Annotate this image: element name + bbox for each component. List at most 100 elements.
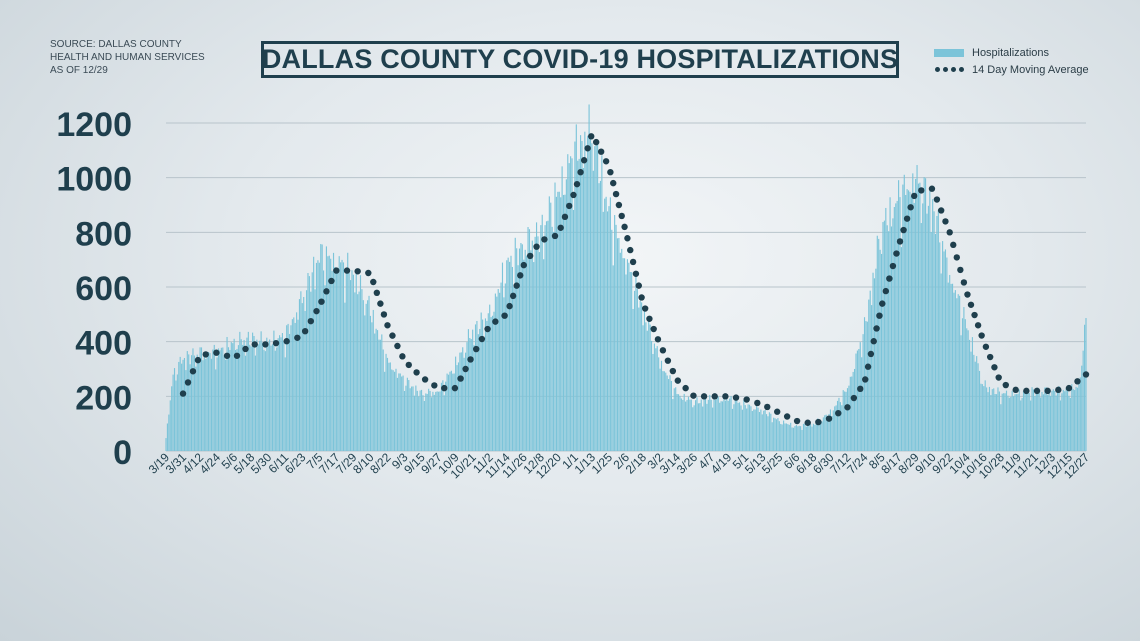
y-tick-label: 1200	[56, 106, 132, 144]
bar	[614, 215, 616, 451]
bar	[721, 401, 724, 451]
bar	[279, 335, 281, 451]
bar	[1062, 389, 1064, 451]
moving-average-point	[974, 322, 982, 329]
moving-average-point	[629, 258, 637, 266]
moving-average-point	[373, 289, 381, 297]
bar	[307, 273, 309, 451]
bar	[856, 350, 858, 451]
bar	[605, 196, 607, 451]
bar	[202, 360, 204, 451]
moving-average-point	[711, 393, 718, 400]
bar	[584, 131, 586, 451]
bar	[1066, 389, 1069, 451]
bar	[781, 424, 783, 451]
bar	[281, 333, 283, 451]
bar	[804, 423, 806, 451]
bar	[340, 262, 342, 451]
bar	[1075, 386, 1077, 451]
moving-average-point	[233, 352, 241, 359]
bar	[459, 352, 461, 451]
legend-item-hospitalizations: Hospitalizations	[934, 44, 1089, 61]
bar	[217, 348, 220, 451]
bar	[267, 342, 269, 451]
bar	[598, 183, 600, 451]
bar	[635, 274, 637, 451]
bar	[986, 387, 988, 451]
legend-bar-swatch	[934, 48, 964, 57]
bar	[530, 250, 532, 451]
moving-average-point	[405, 361, 412, 369]
bar	[677, 394, 680, 451]
bar	[457, 362, 460, 451]
legend-label: 14 Day Moving Average	[972, 63, 1089, 76]
bar	[504, 283, 506, 451]
bar	[359, 275, 362, 451]
bar	[615, 224, 617, 451]
bar	[699, 403, 701, 451]
bar	[242, 344, 244, 451]
bar	[679, 395, 681, 451]
bar	[747, 404, 749, 451]
bar	[399, 373, 401, 451]
bar	[196, 354, 198, 451]
bar	[1040, 397, 1042, 451]
bar	[545, 221, 548, 451]
bar	[990, 394, 992, 451]
bar	[912, 173, 914, 451]
bar	[819, 420, 822, 451]
bar	[347, 252, 349, 451]
bar	[186, 351, 188, 451]
bar	[376, 330, 379, 451]
bar	[517, 265, 519, 451]
bar	[669, 375, 671, 451]
bar	[873, 278, 876, 451]
moving-average-point	[850, 394, 858, 402]
moving-average-point	[384, 322, 391, 329]
bar	[213, 344, 215, 451]
bar	[1032, 389, 1035, 451]
bar	[240, 339, 242, 451]
bar	[415, 385, 417, 451]
bar	[633, 290, 636, 451]
bar	[325, 246, 327, 451]
bar	[246, 337, 248, 451]
source-note: SOURCE: DALLAS COUNTY HEALTH AND HUMAN S…	[50, 38, 240, 77]
bar	[351, 270, 353, 451]
bar	[787, 424, 789, 451]
bar	[557, 191, 559, 451]
bar	[413, 395, 416, 451]
moving-average-point	[570, 191, 577, 199]
bar	[171, 386, 173, 451]
bar	[446, 373, 448, 451]
bar	[1042, 394, 1044, 451]
bar	[269, 339, 271, 451]
bar	[771, 422, 773, 451]
bar	[892, 218, 894, 451]
bar	[588, 104, 590, 452]
bar	[479, 328, 481, 451]
bar	[927, 205, 929, 451]
bar	[690, 399, 692, 451]
bar	[879, 249, 881, 451]
moving-average-point	[928, 185, 936, 192]
bar	[209, 353, 211, 451]
bar	[472, 329, 474, 451]
moving-average-point	[517, 272, 524, 279]
bar	[575, 124, 577, 452]
bar	[497, 289, 499, 451]
bar	[440, 382, 442, 451]
bar	[439, 391, 441, 451]
bar	[974, 361, 976, 451]
bar	[462, 347, 464, 451]
bar	[794, 426, 796, 451]
bar	[551, 226, 553, 451]
moving-average-point	[272, 339, 280, 347]
bar	[905, 195, 907, 451]
bar	[500, 282, 502, 451]
bar	[656, 346, 658, 451]
moving-average-point	[242, 345, 249, 353]
bar	[327, 256, 329, 451]
moving-average-point	[399, 353, 406, 360]
